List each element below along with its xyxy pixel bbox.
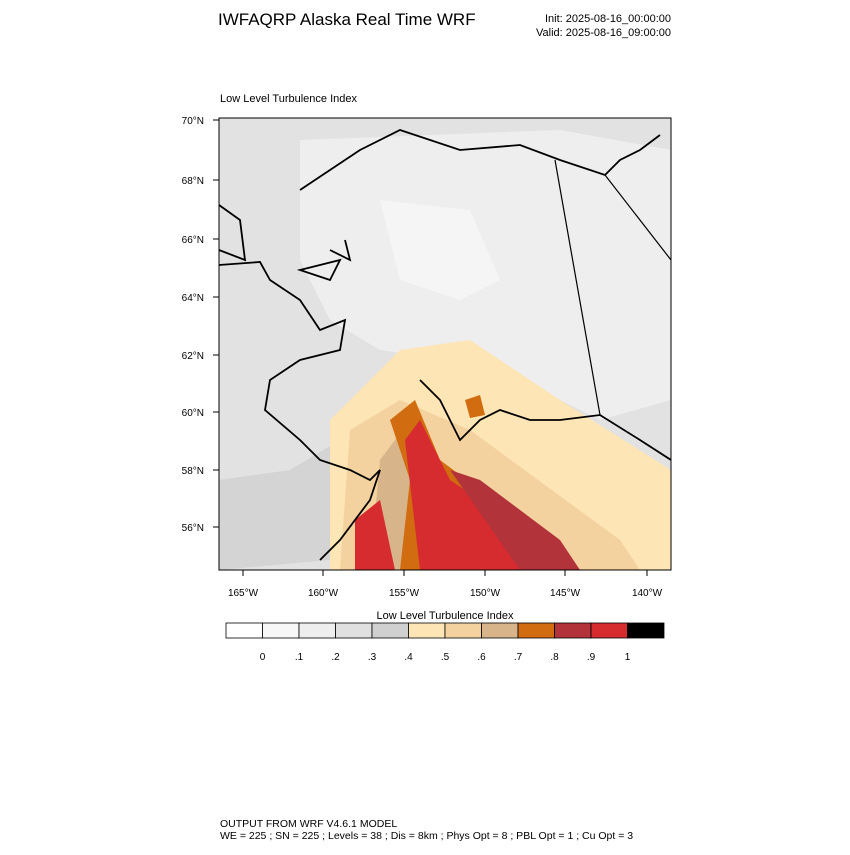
- colorbar-label: .8: [550, 652, 559, 663]
- map: [218, 117, 672, 571]
- valid-time: Valid: 2025-08-16_09:00:00: [536, 27, 671, 39]
- colorbar-box: [444, 622, 482, 639]
- lat-label: 60°N: [182, 408, 204, 419]
- field-turb: [355, 500, 395, 570]
- lon-label: 150°W: [470, 588, 501, 599]
- lat-label: 62°N: [182, 351, 204, 362]
- colorbar-label: .9: [587, 652, 596, 663]
- colorbar-label: .7: [514, 652, 523, 663]
- colorbar-label: .3: [368, 652, 377, 663]
- lon-label: 160°W: [308, 588, 339, 599]
- footer-line: WE = 225 ; SN = 225 ; Levels = 38 ; Dis …: [220, 830, 633, 842]
- colorbar-title: Low Level Turbulence Index: [377, 610, 514, 622]
- lat-label: 58°N: [182, 466, 204, 477]
- colorbar-box: [554, 622, 592, 639]
- colorbar-box: [481, 622, 519, 639]
- colorbar-box: [262, 622, 300, 639]
- title: IWFAQRP Alaska Real Time WRF: [218, 10, 476, 29]
- lon-label: 165°W: [228, 588, 259, 599]
- lon-label: 145°W: [550, 588, 581, 599]
- map-frame: [218, 117, 672, 571]
- colorbar-label: .4: [404, 652, 413, 663]
- colorbar-box: [298, 622, 336, 639]
- colorbar-box: [517, 622, 555, 639]
- init-time: Init: 2025-08-16_00:00:00: [545, 13, 671, 25]
- lon-label: 140°W: [632, 588, 663, 599]
- colorbar-label: .2: [331, 652, 340, 663]
- footer-line: OUTPUT FROM WRF V4.6.1 MODEL: [220, 818, 397, 830]
- axis-labels: 70°N 68°N 66°N 64°N 62°N 60°N 58°N 56°N 165°W 160…: [182, 116, 663, 599]
- lat-label: 64°N: [182, 293, 204, 304]
- field-sea: [219, 440, 340, 570]
- colorbar-box: [335, 622, 373, 639]
- lat-label: 66°N: [182, 235, 204, 246]
- colorbar-label: .5: [441, 652, 450, 663]
- colorbar-label: .1: [295, 652, 304, 663]
- lon-label: 155°W: [389, 588, 420, 599]
- colorbar-box: [371, 622, 409, 639]
- field-turb: [450, 470, 580, 570]
- field-land: [380, 200, 500, 300]
- field-turb: [465, 395, 485, 418]
- colorbar: 0 .1 .2 .3 .4 .5 .6 .7 .8 .9 1: [225, 622, 665, 663]
- colorbar-box: [590, 622, 628, 639]
- colorbar-label: 0: [260, 652, 266, 663]
- colorbar-box: [408, 622, 446, 639]
- colorbar-box: [225, 622, 263, 639]
- colorbar-box: [627, 622, 665, 639]
- lat-label: 68°N: [182, 176, 204, 187]
- colorbar-label: .6: [477, 652, 486, 663]
- colorbar-label: 1: [625, 652, 631, 663]
- border: [554, 159, 671, 416]
- map-title: Low Level Turbulence Index: [220, 93, 357, 105]
- lat-label: 56°N: [182, 523, 204, 534]
- lat-label: 70°N: [182, 116, 204, 127]
- coastline: [219, 129, 671, 561]
